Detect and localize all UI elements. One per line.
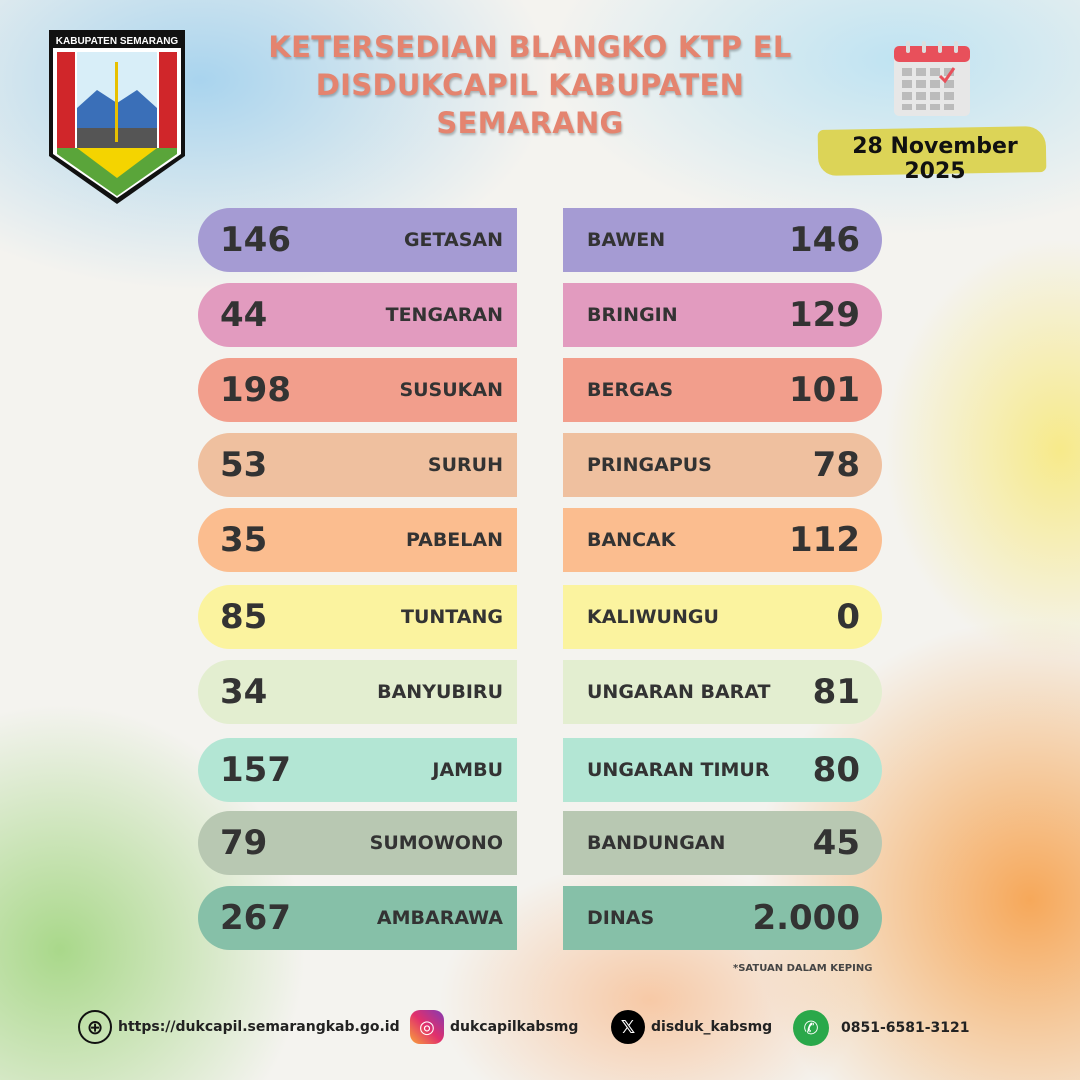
district-name: BANYUBIRU bbox=[377, 681, 503, 703]
website-link[interactable]: https://dukcapil.semarangkab.go.id bbox=[118, 1019, 400, 1035]
stock-value: 157 bbox=[220, 750, 291, 790]
right-district-bar: BANCAK 112 bbox=[563, 508, 882, 572]
stock-value: 0 bbox=[836, 597, 860, 637]
stock-value: 146 bbox=[789, 220, 860, 260]
stock-value: 44 bbox=[220, 295, 268, 335]
title-line-1: KETERSEDIAN BLANGKO KTP EL bbox=[268, 30, 792, 64]
district-name: DINAS bbox=[587, 907, 655, 929]
left-district-bar: 53 SURUH bbox=[198, 433, 517, 497]
instagram-icon: ◎ bbox=[410, 1010, 444, 1044]
district-name: PRINGAPUS bbox=[587, 454, 712, 476]
right-district-bar: UNGARAN TIMUR 80 bbox=[563, 738, 882, 802]
whatsapp-number[interactable]: 0851-6581-3121 bbox=[841, 1020, 970, 1036]
district-name: JAMBU bbox=[432, 759, 503, 781]
left-district-bar: 79 SUMOWONO bbox=[198, 811, 517, 875]
left-district-bar: 198 SUSUKAN bbox=[198, 358, 517, 422]
district-name: BANDUNGAN bbox=[587, 832, 726, 854]
left-district-bar: 146 GETASAN bbox=[198, 208, 517, 272]
footer-website[interactable]: ⊕ https://dukcapil.semarangkab.go.id bbox=[78, 1010, 400, 1044]
date-label: 28 November 2025 bbox=[852, 134, 1018, 184]
whatsapp-icon: ✆ bbox=[793, 1010, 829, 1046]
stock-value: 79 bbox=[220, 823, 268, 863]
svg-text:KABUPATEN SEMARANG: KABUPATEN SEMARANG bbox=[56, 36, 179, 47]
title-line-2: DISDUKCAPIL KABUPATEN bbox=[315, 68, 745, 102]
title-line-3: SEMARANG bbox=[436, 106, 624, 140]
footer-instagram[interactable]: ◎ dukcapilkabsmg bbox=[410, 1010, 578, 1044]
stock-value: 146 bbox=[220, 220, 291, 260]
calendar-icon bbox=[894, 41, 970, 116]
right-district-bar: PRINGAPUS 78 bbox=[563, 433, 882, 497]
district-name: KALIWUNGU bbox=[587, 606, 719, 628]
stock-value: 80 bbox=[812, 750, 860, 790]
left-district-bar: 85 TUNTANG bbox=[198, 585, 517, 649]
district-name: SUMOWONO bbox=[369, 832, 503, 854]
x-handle[interactable]: disduk_kabsmg bbox=[651, 1019, 773, 1035]
district-name: BAWEN bbox=[587, 229, 666, 251]
stock-value: 2.000 bbox=[752, 898, 860, 938]
district-name: BRINGIN bbox=[587, 304, 678, 326]
district-name: PABELAN bbox=[405, 529, 503, 551]
stock-value: 112 bbox=[789, 520, 860, 560]
left-district-bar: 34 BANYUBIRU bbox=[198, 660, 517, 724]
stock-value: 34 bbox=[220, 672, 268, 712]
stock-value: 45 bbox=[812, 823, 860, 863]
stock-value: 85 bbox=[220, 597, 268, 637]
district-name: SURUH bbox=[427, 454, 503, 476]
stock-value: 53 bbox=[220, 445, 268, 485]
left-district-bar: 157 JAMBU bbox=[198, 738, 517, 802]
kabupaten-semarang-logo: KABUPATEN SEMARANG bbox=[49, 30, 185, 204]
district-name: GETASAN bbox=[403, 229, 503, 251]
district-name: AMBARAWA bbox=[376, 907, 503, 929]
page-title: KETERSEDIAN BLANGKO KTP EL DISDUKCAPIL K… bbox=[250, 28, 810, 142]
right-district-bar: BANDUNGAN 45 bbox=[563, 811, 882, 875]
district-name: BERGAS bbox=[587, 379, 674, 401]
district-name: UNGARAN BARAT bbox=[587, 681, 771, 703]
stock-value: 198 bbox=[220, 370, 291, 410]
right-district-bar: DINAS 2.000 bbox=[563, 886, 882, 950]
footer-x[interactable]: 𝕏 disduk_kabsmg bbox=[611, 1010, 772, 1044]
district-name: UNGARAN TIMUR bbox=[587, 759, 770, 781]
right-district-bar: KALIWUNGU 0 bbox=[563, 585, 882, 649]
stock-value: 81 bbox=[812, 672, 860, 712]
unit-note: *SATUAN DALAM KEPING bbox=[733, 963, 873, 974]
stock-value: 78 bbox=[812, 445, 860, 485]
right-district-bar: BERGAS 101 bbox=[563, 358, 882, 422]
footer-whatsapp[interactable]: ✆ 0851-6581-3121 bbox=[793, 1010, 970, 1046]
district-name: BANCAK bbox=[587, 529, 676, 551]
stock-value: 129 bbox=[789, 295, 860, 335]
district-name: TUNTANG bbox=[401, 606, 503, 628]
x-icon: 𝕏 bbox=[611, 1010, 645, 1044]
instagram-handle[interactable]: dukcapilkabsmg bbox=[450, 1019, 579, 1035]
district-name: TENGARAN bbox=[385, 304, 503, 326]
district-name: SUSUKAN bbox=[399, 379, 503, 401]
globe-icon: ⊕ bbox=[78, 1010, 112, 1044]
stock-value: 35 bbox=[220, 520, 268, 560]
stock-value: 267 bbox=[220, 898, 291, 938]
right-district-bar: BAWEN 146 bbox=[563, 208, 882, 272]
left-district-bar: 44 TENGARAN bbox=[198, 283, 517, 347]
right-district-bar: UNGARAN BARAT 81 bbox=[563, 660, 882, 724]
left-district-bar: 35 PABELAN bbox=[198, 508, 517, 572]
right-district-bar: BRINGIN 129 bbox=[563, 283, 882, 347]
stock-value: 101 bbox=[789, 370, 860, 410]
left-district-bar: 267 AMBARAWA bbox=[198, 886, 517, 950]
